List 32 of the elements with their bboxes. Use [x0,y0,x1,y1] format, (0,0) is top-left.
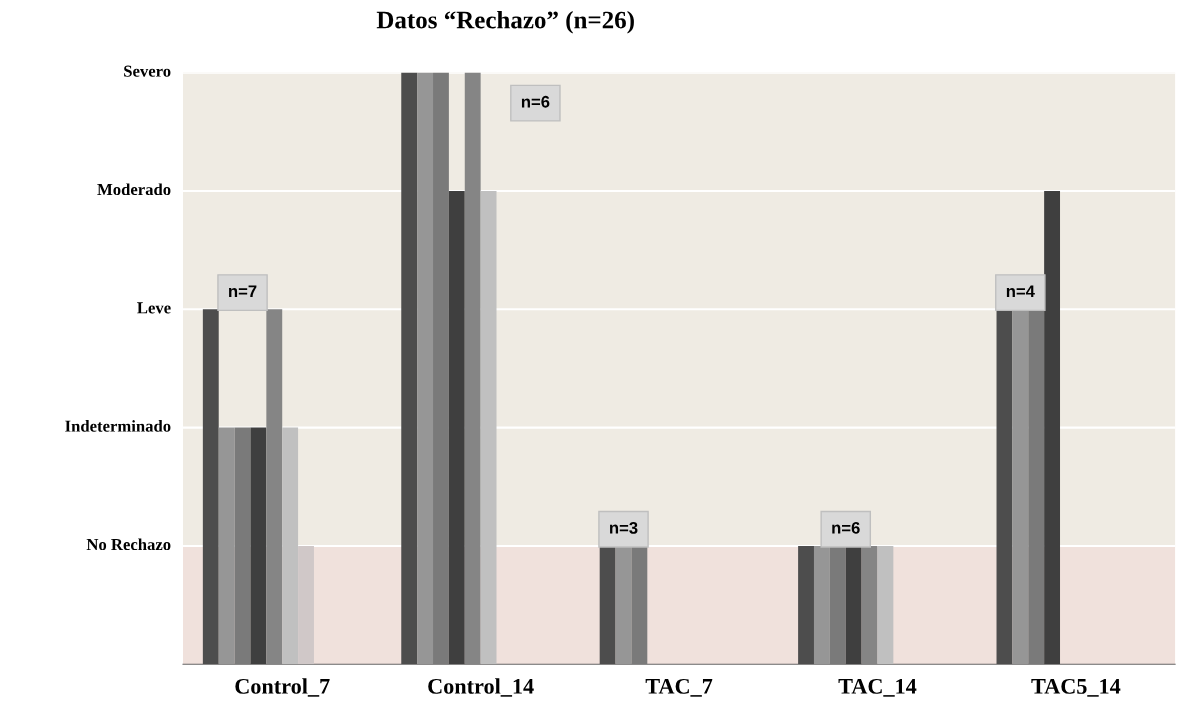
bar [250,427,267,665]
bar [798,545,814,665]
annotation: n=3 [610,521,638,534]
ref-line-label: Leve [137,302,171,314]
annotation: n=6 [832,521,860,534]
bar [480,190,497,665]
x-tick-label: Control_14 [428,678,534,697]
bar [877,545,894,665]
bar [448,190,465,665]
bar [464,72,481,665]
bar [417,72,434,665]
x-tick-label: TAC_7 [645,678,713,697]
bar [202,309,219,665]
ref-line-label: Indeterminado [65,420,171,432]
bar [266,309,283,665]
annotation: n=6 [521,95,550,108]
x-tick-label: TAC5_14 [1031,678,1121,697]
bar [282,427,299,665]
chart-title: Datos “Rechazo” (n=26) [376,10,634,34]
bar [234,427,251,665]
x-tick-label: TAC_14 [838,678,917,697]
ref-line-label: Severo [124,65,171,77]
annotation: n=7 [229,285,257,297]
ref-line-label: Moderado [97,183,171,196]
bar [218,427,235,665]
bar [298,545,314,665]
bar [401,72,418,665]
annotation: n=4 [1006,285,1035,297]
ref-line-label: No Rechazo [86,538,171,551]
bar [1044,190,1061,665]
x-tick-label: Control_7 [235,678,330,697]
bar [433,72,449,665]
